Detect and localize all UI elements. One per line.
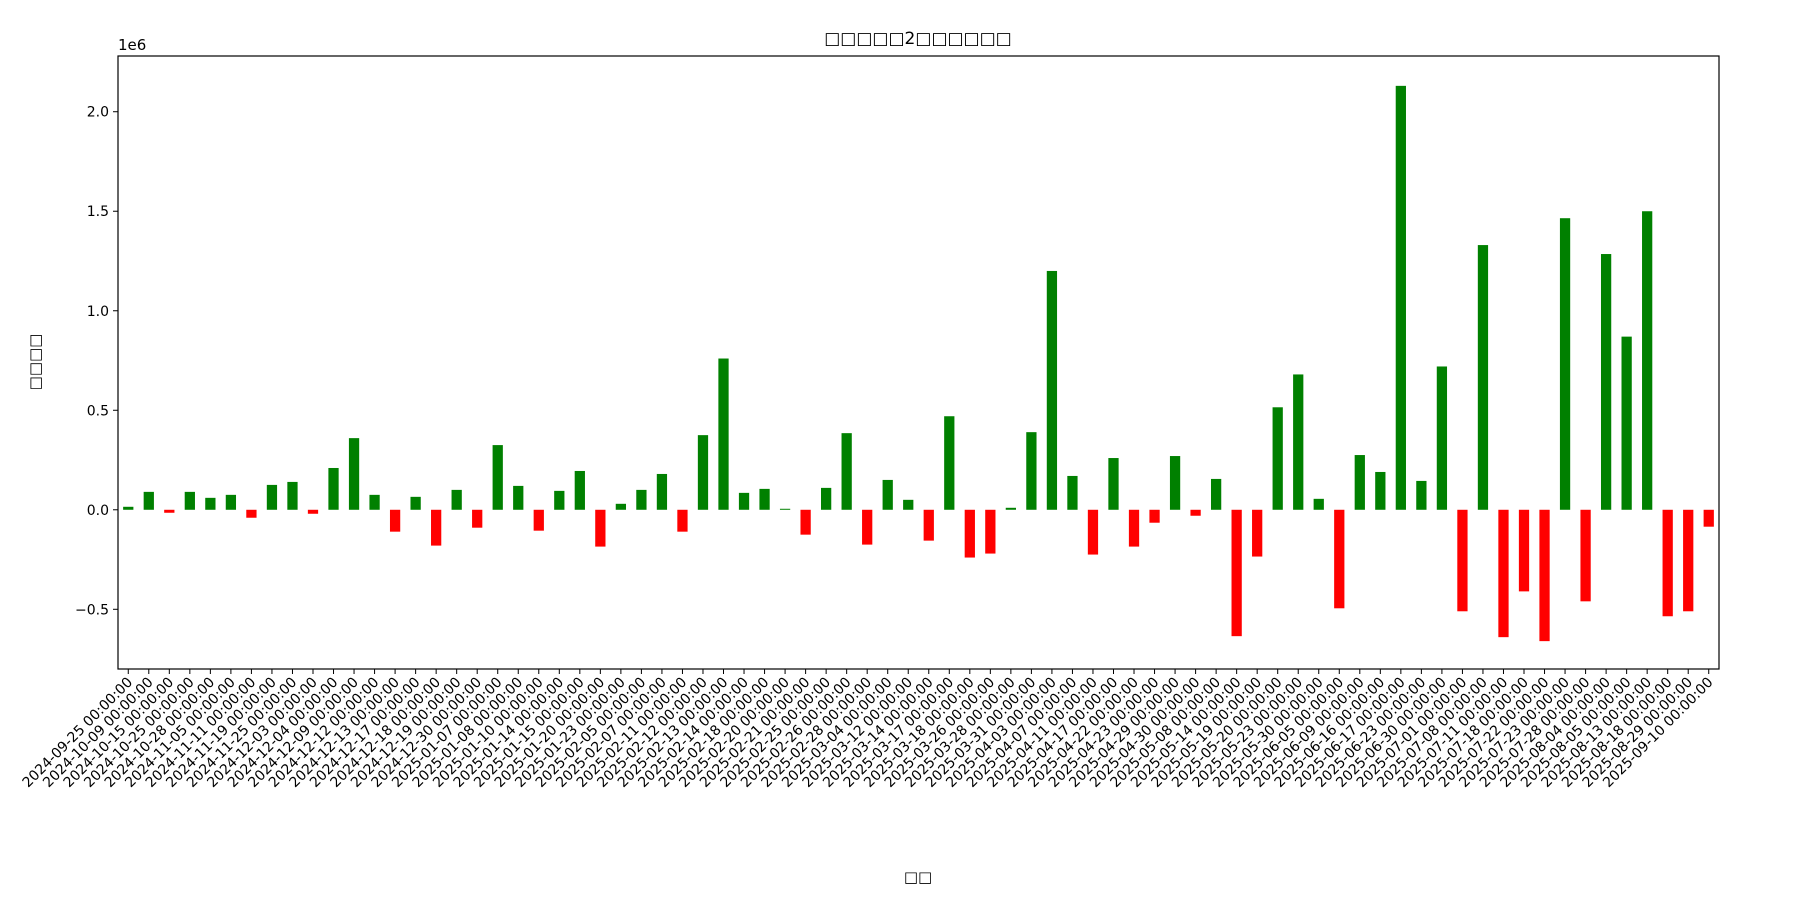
bar [1128,509,1140,547]
bar [451,489,462,510]
y-tick-label: 0.5 [87,403,109,419]
bar [369,494,380,510]
bar [1457,509,1468,612]
bar [800,509,811,535]
bar [595,509,606,547]
bar [431,509,442,546]
bar [472,509,483,528]
bar [841,433,852,510]
bar [1416,480,1427,510]
y-tick-label: 1.0 [87,304,109,320]
bar [1334,509,1345,609]
bar [1169,456,1181,510]
bar [1375,471,1386,510]
plot-frame [117,55,1720,670]
bar [348,438,360,510]
bar [1395,85,1406,510]
bar [779,508,791,510]
bar [1518,509,1530,592]
bar [1231,509,1242,637]
bar [882,479,893,510]
bar [307,509,319,514]
bar [1252,509,1263,557]
bar [205,497,216,510]
offset-label: 1e6 [118,36,146,54]
bar [1026,432,1037,510]
bar [1067,475,1078,510]
bar [533,509,544,531]
bar [656,473,668,510]
y-tick-label: 1.5 [87,204,109,220]
bar [164,509,175,513]
bar [903,499,914,510]
bar [1662,509,1673,617]
bar [1210,478,1222,510]
bar [143,491,154,510]
bar [821,487,832,510]
y-tick-label: 0.0 [87,503,109,519]
bar [266,484,278,510]
bar [554,490,565,510]
bar [1600,254,1612,510]
bar [738,492,750,510]
x-axis-label: □□ [904,868,932,886]
bar [862,509,873,545]
bar [677,509,688,532]
bar [1354,455,1365,510]
bar [184,491,195,510]
bar [923,509,934,541]
bar [985,509,996,554]
bar [1683,509,1694,612]
bar [1108,458,1119,510]
bar [944,416,955,510]
y-tick-label: 2.0 [87,105,109,121]
bar [246,509,257,518]
bar [1046,270,1058,510]
bar [287,481,298,510]
bar [1005,507,1016,510]
bar [1436,366,1448,510]
bar [225,494,237,510]
bar [492,445,503,510]
bar [1190,509,1201,516]
bar [697,435,709,510]
bar [1498,509,1509,638]
bar [1703,509,1714,527]
bar [1559,218,1571,510]
bar [410,496,421,510]
bar [1621,336,1632,510]
bar [718,358,729,510]
bar [328,467,339,510]
bar [1580,509,1591,602]
bar [1149,509,1160,523]
bar [389,509,401,532]
bar [513,485,524,510]
bar [636,489,647,510]
bar [1272,407,1283,510]
bar [123,506,134,510]
bar [1087,509,1099,555]
bar [574,470,585,510]
bar [1477,245,1489,510]
bar [1313,498,1324,510]
bar [1642,211,1653,510]
bar [1293,374,1304,510]
bar [1539,509,1550,642]
chart-title: □□□□□2□□□□□□ [824,29,1012,49]
y-axis-label: □□□□ [26,334,44,391]
bar [964,509,975,558]
bar [759,488,770,510]
y-tick-label: −0.5 [75,602,109,618]
bar [615,503,627,510]
